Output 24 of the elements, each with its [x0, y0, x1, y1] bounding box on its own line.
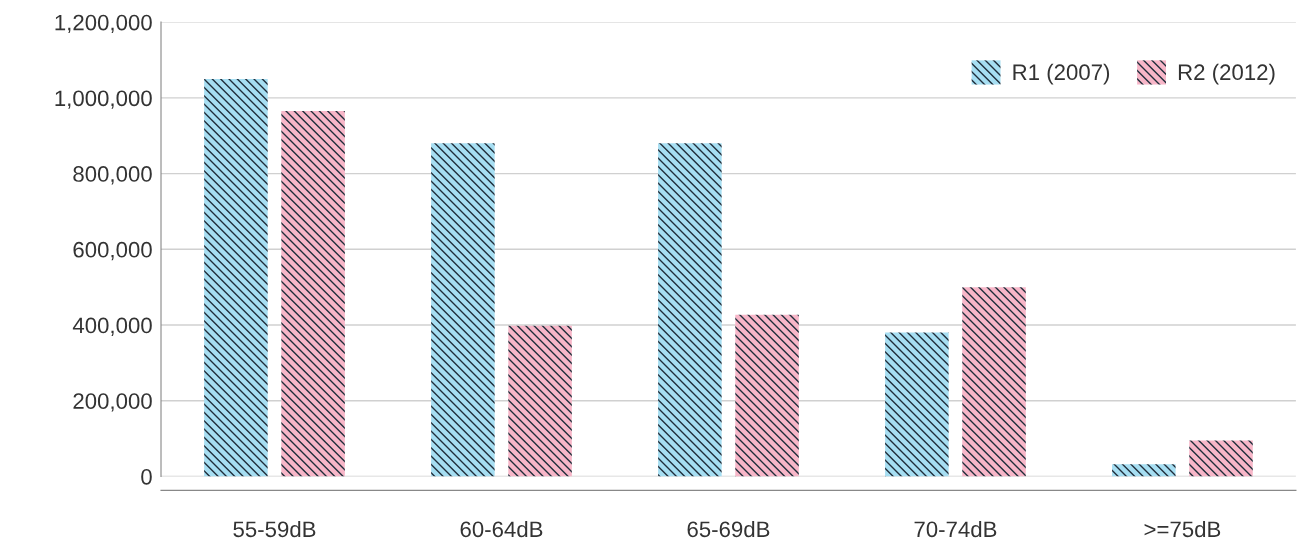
legend-label: R2 (2012)	[1178, 63, 1275, 85]
x-tick-label: >=75dB	[1144, 520, 1221, 538]
bar	[962, 287, 1026, 477]
bar	[281, 111, 345, 477]
x-tick-label: 60-64dB	[460, 520, 543, 538]
y-tick-label: 1,200,000	[55, 14, 152, 34]
bar	[735, 314, 799, 477]
y-tick-label: 200,000	[73, 393, 152, 412]
y-tick-label: 0	[141, 468, 152, 485]
bar	[508, 325, 572, 477]
y-tick-label: 1,000,000	[55, 90, 152, 109]
x-tick-label: 65-69dB	[687, 520, 770, 538]
bar	[431, 143, 495, 477]
bar	[658, 143, 722, 477]
x-tick-label: 70-74dB	[914, 520, 997, 538]
legend-label: R1 (2007)	[1013, 63, 1110, 85]
y-tick-label: 600,000	[73, 241, 152, 261]
bar	[1112, 464, 1176, 477]
bar	[1189, 440, 1253, 477]
bar	[885, 332, 949, 477]
x-tick-label: 55-59dB	[233, 520, 316, 538]
bar	[204, 78, 268, 477]
y-tick-label: 400,000	[72, 317, 152, 336]
y-tick-label: 800,000	[73, 166, 152, 185]
